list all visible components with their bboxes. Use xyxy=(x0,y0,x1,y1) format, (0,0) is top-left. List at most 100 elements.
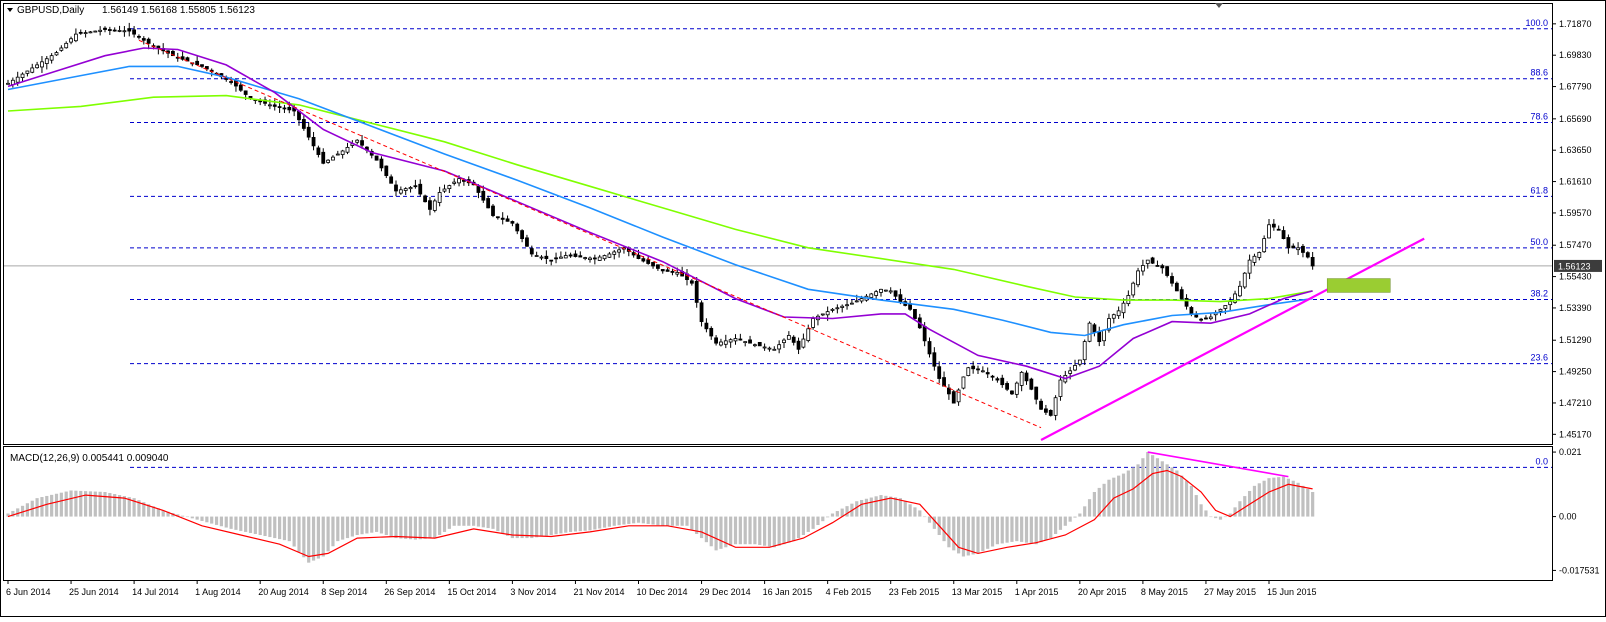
candle xyxy=(200,64,204,69)
macd-histogram-bar xyxy=(874,496,878,517)
candle-body xyxy=(1077,359,1082,365)
macd-histogram-bar xyxy=(1311,492,1315,517)
candle-body xyxy=(137,35,141,38)
candle-body xyxy=(830,308,835,311)
candle xyxy=(1082,339,1087,365)
candle-body xyxy=(520,230,524,240)
candle xyxy=(505,215,510,222)
candle xyxy=(544,250,549,264)
candle xyxy=(44,56,49,70)
candle xyxy=(1238,280,1242,298)
candle-body xyxy=(733,338,738,342)
macd-histogram-bar xyxy=(1223,516,1227,518)
candle-body xyxy=(583,257,588,259)
candle xyxy=(437,186,442,207)
candle-body xyxy=(539,256,544,259)
candle-body xyxy=(1223,305,1228,309)
candle-body xyxy=(88,31,93,34)
candle-body xyxy=(423,195,428,203)
macd-histogram-bar xyxy=(127,497,131,517)
macd-histogram-bar xyxy=(481,516,485,528)
candle-body xyxy=(980,370,985,373)
macd-histogram-bar xyxy=(947,516,951,548)
macd-histogram-bar xyxy=(1141,458,1145,517)
macd-histogram-bar xyxy=(801,516,805,535)
candle xyxy=(869,292,874,299)
candle xyxy=(54,50,59,56)
candle-body xyxy=(447,185,452,190)
candle xyxy=(772,346,777,351)
macd-histogram-bar xyxy=(79,490,83,517)
candle xyxy=(820,313,825,317)
macd-histogram-bar xyxy=(918,510,922,517)
price-pane-frame xyxy=(3,3,1553,445)
candle xyxy=(554,252,558,264)
candle xyxy=(442,184,447,193)
candle-body xyxy=(1034,386,1039,400)
macd-histogram-bar xyxy=(1146,452,1150,517)
chart-menu-triangle-icon[interactable] xyxy=(7,8,13,12)
time-tick-label: 6 Jun 2014 xyxy=(6,587,51,597)
macd-histogram-bar xyxy=(1257,483,1261,517)
candle xyxy=(801,333,806,349)
macd-histogram-bar xyxy=(525,516,529,539)
price-tick-label: 1.63650 xyxy=(1559,145,1592,155)
candle-body xyxy=(200,64,204,67)
macd-histogram-bar xyxy=(1024,516,1029,543)
candle-body xyxy=(990,375,995,378)
candle xyxy=(98,26,103,36)
macd-histogram-bar xyxy=(1058,516,1063,530)
candle-body xyxy=(743,341,748,344)
candle xyxy=(195,56,200,66)
macd-histogram-bar xyxy=(578,516,582,532)
candle xyxy=(597,254,602,261)
candle xyxy=(30,63,35,74)
candle-body xyxy=(442,188,447,192)
time-tick-label: 15 Oct 2014 xyxy=(447,587,496,597)
macd-histogram-bar xyxy=(326,516,330,552)
candle-body xyxy=(1150,257,1155,264)
candle xyxy=(1286,234,1291,254)
macd-histogram-bar xyxy=(957,516,961,554)
candle xyxy=(413,179,418,189)
candle xyxy=(394,180,398,197)
candle xyxy=(689,278,694,286)
candle-body xyxy=(1005,383,1009,390)
candle xyxy=(670,268,675,276)
candle-body xyxy=(476,186,481,193)
macd-histogram-bar xyxy=(147,504,151,517)
price-tick-label: 1.57470 xyxy=(1559,240,1592,250)
candle-body xyxy=(1174,282,1179,292)
candle xyxy=(719,338,723,347)
candle xyxy=(709,326,714,340)
candle xyxy=(966,366,971,377)
candle-body xyxy=(195,60,200,66)
macd-histogram-bar xyxy=(505,516,510,536)
candle-body xyxy=(723,340,728,345)
candle-body xyxy=(1053,397,1058,416)
macd-histogram-bar xyxy=(806,516,810,532)
candle-body xyxy=(20,73,25,78)
macd-histogram-bar xyxy=(787,516,791,543)
macd-histogram-bar xyxy=(117,495,122,517)
candle xyxy=(452,178,457,186)
macd-histogram-bar xyxy=(205,516,209,523)
symbol-title: GBPUSD,Daily xyxy=(17,5,84,16)
macd-histogram-bar xyxy=(142,502,146,517)
candle-body xyxy=(1136,270,1140,286)
candle-body xyxy=(559,256,563,259)
candle xyxy=(132,25,137,38)
candle xyxy=(1034,386,1039,405)
macd-histogram-bar xyxy=(74,490,78,517)
macd-histogram-bar xyxy=(137,500,141,517)
macd-histogram-bar xyxy=(1068,516,1072,522)
chart-shift-marker-icon[interactable] xyxy=(1215,3,1223,8)
macd-histogram-bar xyxy=(583,516,587,531)
candle-body xyxy=(641,258,646,262)
candle xyxy=(1281,226,1286,240)
macd-histogram-bar xyxy=(176,514,180,517)
time-tick-label: 13 Mar 2015 xyxy=(952,587,1003,597)
candle xyxy=(738,333,743,341)
candle-body xyxy=(321,151,326,164)
candle-body xyxy=(753,344,757,347)
